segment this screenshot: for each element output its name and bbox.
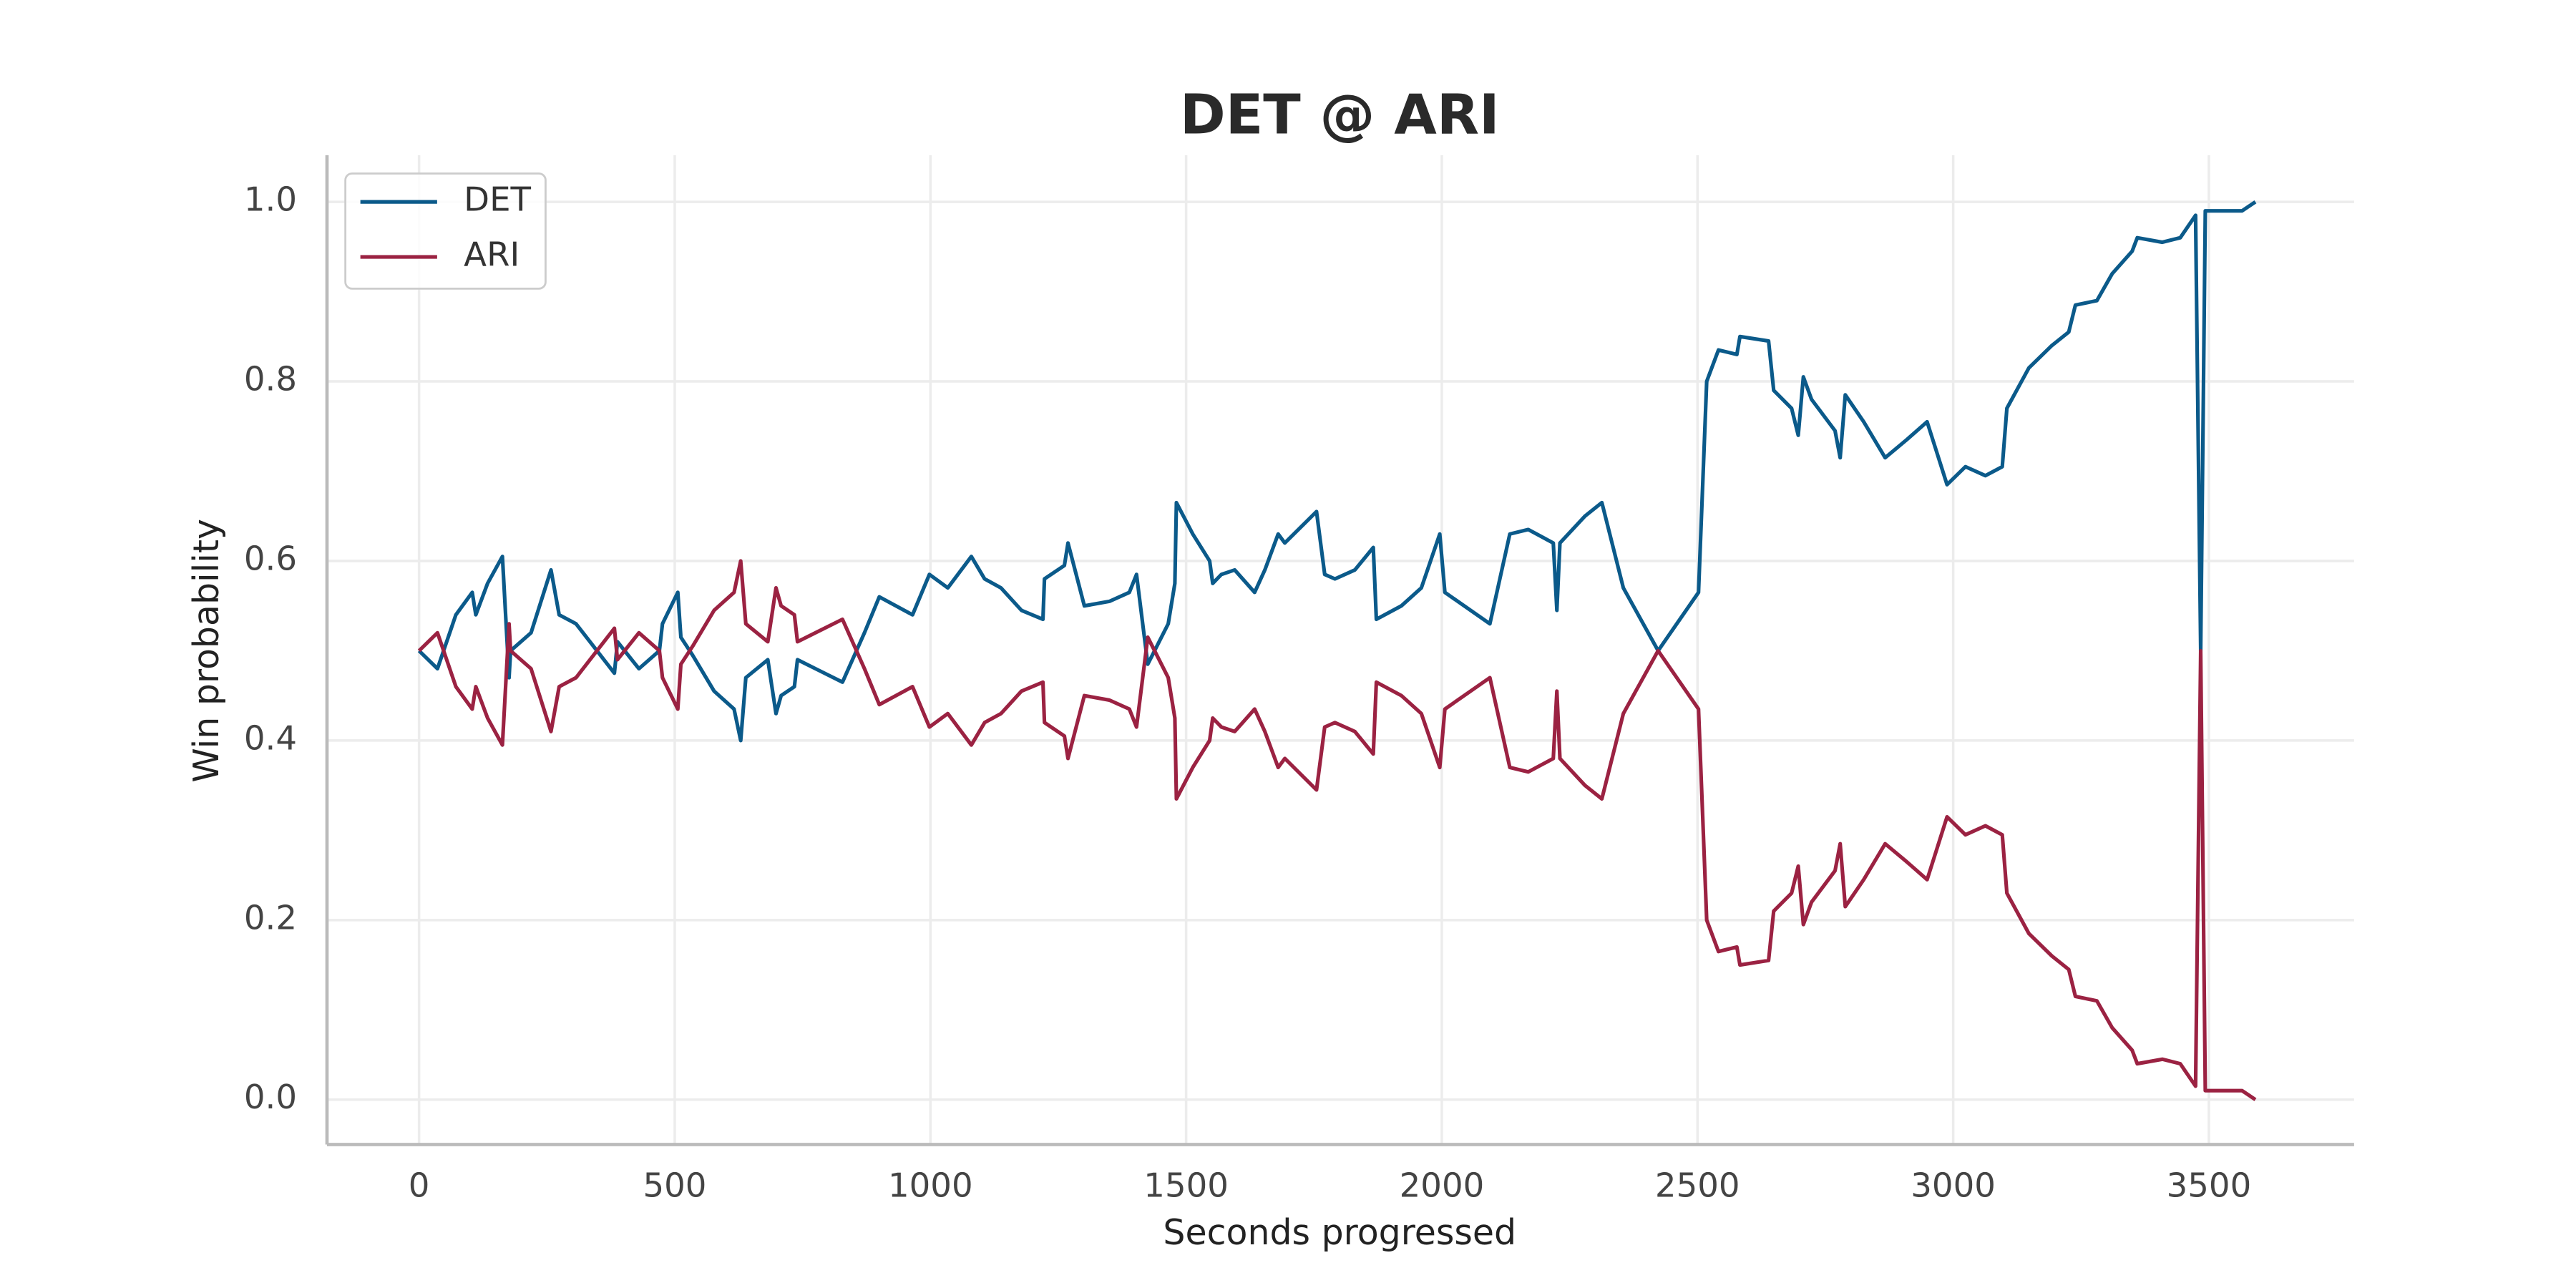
x-tick-label: 0 — [409, 1166, 430, 1205]
y-tick-label: 0.4 — [244, 718, 297, 757]
x-tick-label: 3500 — [2167, 1166, 2252, 1205]
line-series — [417, 559, 2257, 1101]
y-tick-label: 1.0 — [244, 180, 297, 219]
chart-title: DET @ ARI — [1180, 84, 1500, 147]
x-tick-label: 500 — [643, 1166, 706, 1205]
grid — [326, 155, 2354, 1145]
x-tick-label: 2500 — [1655, 1166, 1740, 1205]
legend-label: DET — [464, 180, 531, 219]
plot-area — [417, 200, 2257, 1101]
y-tick-label: 0.8 — [244, 360, 297, 399]
x-axis-label: Seconds progressed — [1163, 1212, 1516, 1253]
x-tick-label: 3000 — [1911, 1166, 1996, 1205]
y-tick-label: 0.0 — [244, 1078, 297, 1116]
y-axis-label: Win probability — [186, 519, 227, 783]
y-tick-label: 0.6 — [244, 539, 297, 577]
x-tick-label: 1500 — [1143, 1166, 1229, 1205]
y-tick-label: 0.2 — [244, 898, 297, 937]
legend: DET ARI — [344, 172, 547, 290]
legend-label: ARI — [464, 235, 519, 274]
x-tick-label: 2000 — [1400, 1166, 1485, 1205]
x-tick-label: 1000 — [888, 1166, 973, 1205]
